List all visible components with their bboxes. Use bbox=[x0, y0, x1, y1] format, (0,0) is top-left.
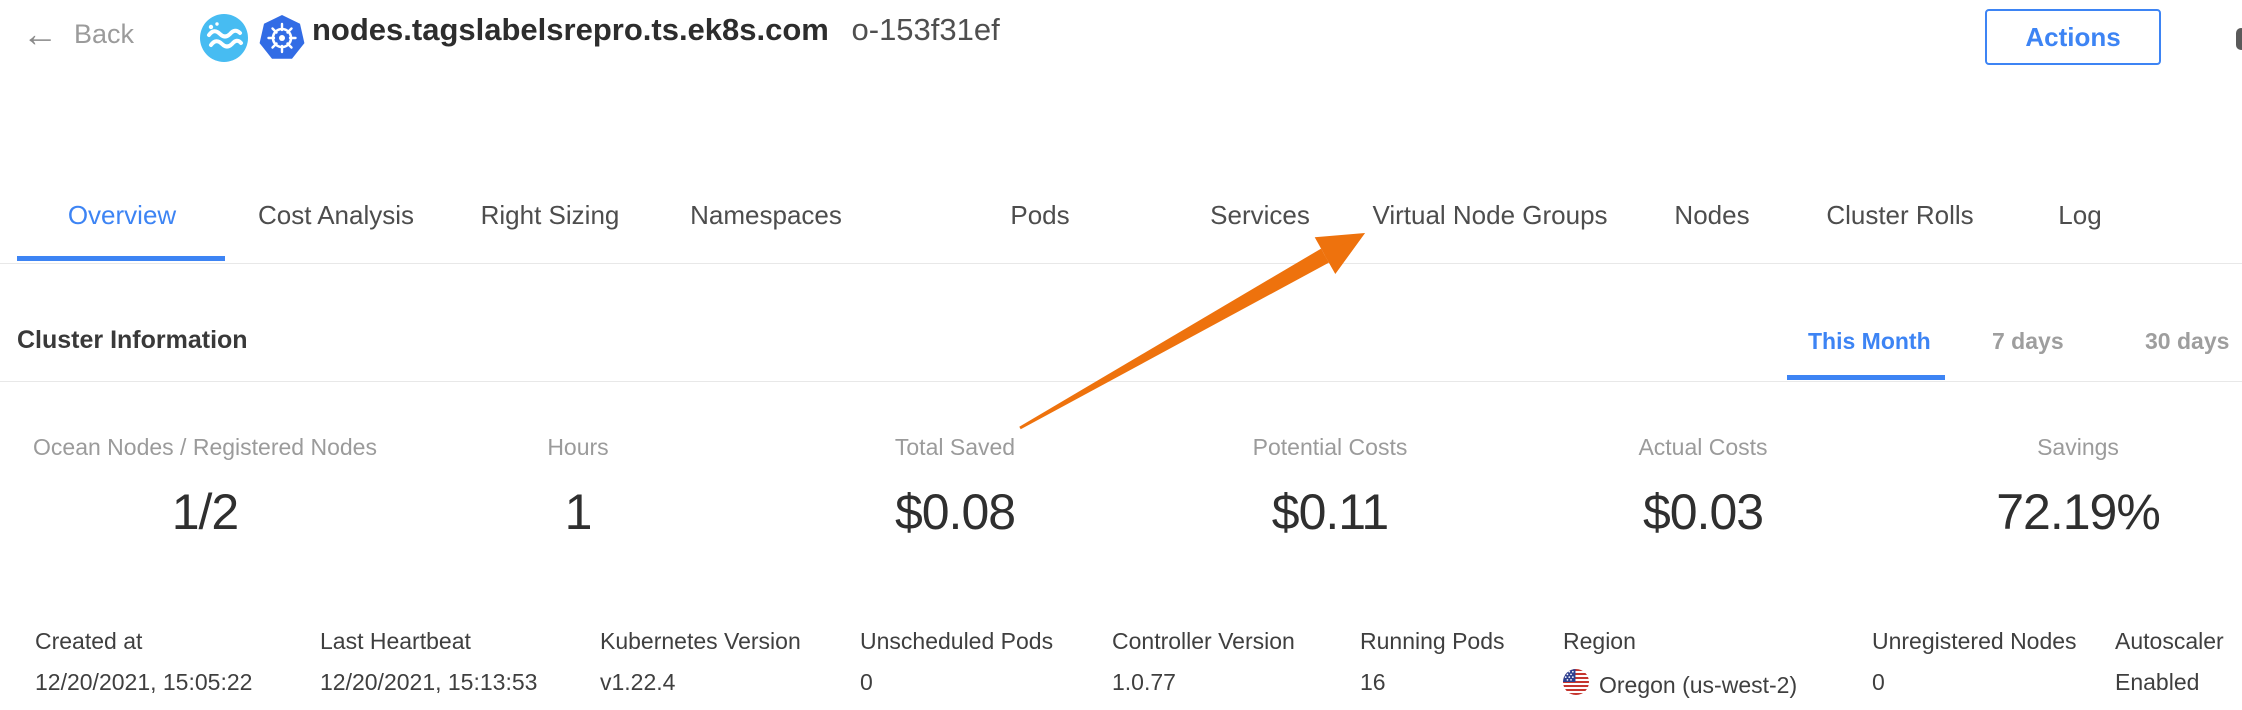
ocean-icon bbox=[200, 14, 248, 62]
tab-pods[interactable]: Pods bbox=[1010, 200, 1070, 230]
detail-label: Running Pods bbox=[1360, 628, 1505, 654]
back-button[interactable]: ← Back bbox=[22, 14, 134, 54]
back-label: Back bbox=[74, 18, 135, 49]
stat-label: Savings bbox=[2037, 434, 2119, 460]
detail-unscheduled-pods: Unscheduled Pods 0 bbox=[860, 628, 1053, 696]
detail-label: Region bbox=[1563, 628, 1636, 654]
us-flag-icon bbox=[1563, 669, 1589, 701]
section-heading: Cluster Information bbox=[17, 326, 248, 354]
tab-right-sizing[interactable]: Right Sizing bbox=[480, 200, 620, 230]
tab-bar: Overview Cost Analysis Right Sizing Name… bbox=[0, 0, 2242, 264]
detail-label: Controller Version bbox=[1112, 628, 1295, 654]
tab-cluster-rolls[interactable]: Cluster Rolls bbox=[1826, 200, 1974, 230]
detail-value: v1.22.4 bbox=[600, 669, 676, 695]
stat-value: 72.19% bbox=[1996, 484, 2161, 540]
detail-label: Last Heartbeat bbox=[320, 628, 471, 654]
detail-kubernetes-version: Kubernetes Version v1.22.4 bbox=[600, 628, 801, 696]
cluster-name: nodes.tagslabelsrepro.ts.ek8s.com bbox=[312, 12, 829, 47]
detail-value: 16 bbox=[1360, 669, 1386, 695]
page-title: nodes.tagslabelsrepro.ts.ek8s.com o-153f… bbox=[312, 12, 1000, 48]
detail-value: Enabled bbox=[2115, 669, 2200, 695]
detail-value: 12/20/2021, 15:13:53 bbox=[320, 669, 538, 695]
back-arrow-icon: ← bbox=[22, 13, 58, 54]
detail-label: Kubernetes Version bbox=[600, 628, 801, 654]
detail-controller-version: Controller Version 1.0.77 bbox=[1112, 628, 1295, 696]
stat-actual-costs: Actual Costs $0.03 bbox=[1493, 434, 1913, 541]
stat-value: 1/2 bbox=[171, 484, 240, 540]
stat-value: $0.03 bbox=[1642, 484, 1764, 540]
kubernetes-icon bbox=[258, 14, 306, 62]
stat-value: $0.08 bbox=[894, 484, 1016, 540]
detail-label: Created at bbox=[35, 628, 143, 654]
stat-hours: Hours 1 bbox=[368, 434, 788, 541]
detail-autoscaler: Autoscaler Enabled bbox=[2115, 628, 2224, 696]
detail-value: 0 bbox=[860, 669, 873, 695]
tab-overview[interactable]: Overview bbox=[67, 200, 177, 230]
active-range-underline bbox=[1787, 375, 1945, 380]
active-tab-underline bbox=[17, 256, 225, 261]
detail-created-at: Created at 12/20/2021, 15:05:22 bbox=[35, 628, 252, 696]
stat-label: Potential Costs bbox=[1252, 434, 1408, 460]
stat-label: Hours bbox=[547, 434, 609, 460]
tab-nodes[interactable]: Nodes bbox=[1674, 200, 1750, 230]
tab-cost-analysis[interactable]: Cost Analysis bbox=[257, 200, 415, 230]
range-30-days[interactable]: 30 days bbox=[2145, 328, 2230, 354]
tab-log[interactable]: Log bbox=[2058, 200, 2102, 230]
detail-value: 1.0.77 bbox=[1112, 669, 1176, 695]
tab-services[interactable]: Services bbox=[1210, 200, 1310, 230]
detail-running-pods: Running Pods 16 bbox=[1360, 628, 1505, 696]
cluster-id: o-153f31ef bbox=[851, 12, 1000, 47]
tab-virtual-node-groups[interactable]: Virtual Node Groups bbox=[1372, 200, 1608, 230]
section-divider bbox=[0, 381, 2242, 382]
detail-value: 12/20/2021, 15:05:22 bbox=[35, 669, 253, 695]
tab-namespaces[interactable]: Namespaces bbox=[690, 200, 842, 230]
stat-value: $0.11 bbox=[1271, 484, 1389, 540]
stat-value: 1 bbox=[564, 484, 593, 540]
range-7-days[interactable]: 7 days bbox=[1992, 328, 2064, 354]
region-text: Oregon (us-west-2) bbox=[1599, 671, 1798, 698]
header: ← Back bbox=[0, 0, 2242, 90]
detail-label: Unscheduled Pods bbox=[860, 628, 1054, 654]
range-this-month[interactable]: This Month bbox=[1808, 328, 1931, 354]
stat-potential-costs: Potential Costs $0.11 bbox=[1120, 434, 1540, 541]
detail-region: Region bbox=[1563, 628, 1797, 701]
actions-button[interactable]: Actions bbox=[1985, 9, 2161, 65]
stat-savings: Savings 72.19% bbox=[1868, 434, 2242, 541]
stat-total-saved: Total Saved $0.08 bbox=[745, 434, 1165, 541]
detail-last-heartbeat: Last Heartbeat 12/20/2021, 15:13:53 bbox=[320, 628, 537, 696]
stat-label: Ocean Nodes / Registered Nodes bbox=[33, 434, 377, 460]
clipped-edge-control[interactable] bbox=[2236, 28, 2242, 50]
detail-label: Unregistered Nodes bbox=[1872, 628, 2077, 654]
detail-label: Autoscaler bbox=[2115, 628, 2224, 654]
detail-unregistered-nodes: Unregistered Nodes 0 bbox=[1872, 628, 2077, 696]
cluster-icons bbox=[200, 14, 306, 62]
detail-value: 0 bbox=[1872, 669, 1885, 695]
stat-ocean-nodes: Ocean Nodes / Registered Nodes 1/2 bbox=[0, 434, 415, 541]
stat-label: Total Saved bbox=[894, 434, 1016, 460]
stat-label: Actual Costs bbox=[1638, 434, 1768, 460]
detail-value: Oregon (us-west-2) bbox=[1563, 669, 1797, 701]
